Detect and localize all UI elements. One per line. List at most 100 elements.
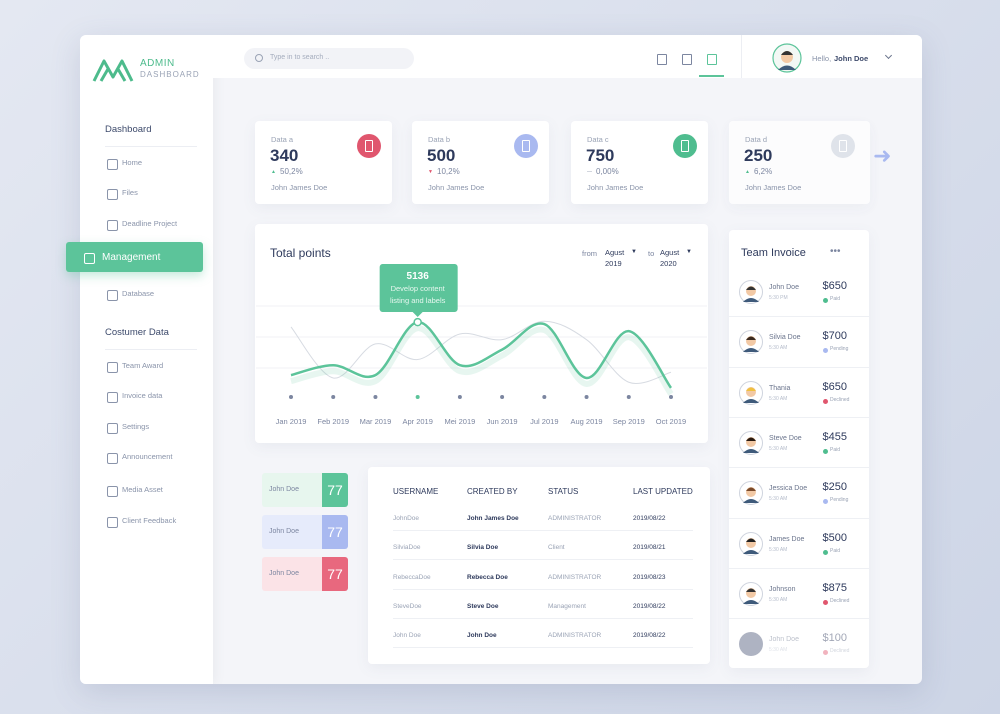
table-cell: 2019/08/22 [633, 632, 666, 640]
stat-label: Data a [271, 135, 294, 144]
mini-card-value: 77 [322, 473, 348, 507]
invoice-divider [729, 416, 869, 418]
mini-card [262, 557, 322, 591]
table-cell: Steve Doe [467, 602, 499, 610]
from-month[interactable]: Agust [605, 248, 625, 257]
invoice-divider [729, 316, 869, 318]
status-dot [823, 650, 828, 656]
nav-item[interactable]: Deadline Project [122, 219, 178, 228]
row-divider [393, 647, 693, 649]
to-month[interactable]: Agust [660, 248, 680, 257]
invoice-status: Declined [830, 597, 850, 604]
invoice-status: Paid [830, 296, 841, 302]
avatar-body [743, 599, 759, 604]
badge-icon [365, 140, 373, 152]
invoice-divider [729, 517, 869, 519]
nav-item[interactable]: Database [122, 289, 155, 298]
table-header: CREATED BY [467, 487, 518, 496]
nav-icon [107, 392, 118, 403]
table-cell: 2019/08/22 [633, 515, 666, 522]
table-cell: John Doe [467, 632, 497, 640]
caret: ▼ [686, 249, 692, 255]
stat-label: Data b [428, 135, 451, 144]
avatar-hair [746, 336, 756, 341]
badge-icon [522, 140, 530, 152]
nav-icon [107, 220, 118, 231]
nav-item[interactable]: Files [122, 188, 138, 197]
top-icon[interactable] [657, 54, 667, 65]
nav-item[interactable]: Client Feedback [122, 516, 177, 525]
nav-item[interactable]: Home [122, 158, 143, 167]
invoice-name: Johnson [769, 585, 796, 593]
invoice-time: 5:30 AM [769, 445, 788, 452]
user-avatar [772, 43, 802, 73]
table-cell: ADMINISTRATOR [548, 573, 602, 581]
avatar-body [743, 499, 759, 504]
invoice-time: 5:30 AM [769, 546, 788, 553]
nav-item[interactable]: Management [102, 252, 161, 263]
logo [92, 59, 134, 82]
nav-icon [107, 290, 118, 301]
invoice-avatar [739, 330, 763, 355]
nav-icon [107, 486, 118, 497]
invoice-avatar [739, 430, 763, 455]
avatar-hair [746, 437, 756, 441]
invoice-amount: $455 [822, 430, 847, 443]
nav-icon [107, 189, 118, 200]
nav-item[interactable]: Announcement [122, 452, 173, 461]
avatar-hair [746, 487, 756, 492]
table-cell: Management [548, 602, 586, 610]
row-divider [393, 559, 693, 561]
invoice-time: 5:30 PM [769, 295, 788, 301]
stat-badge [357, 134, 381, 158]
more-menu[interactable]: ••• [830, 246, 841, 257]
search-placeholder: Type in to search .. [270, 54, 330, 61]
avatar-body [743, 448, 759, 453]
nav-icon [107, 159, 118, 170]
row-divider [393, 588, 693, 590]
table-cell: ADMINISTRATOR [548, 515, 602, 522]
stat-label: Data c [587, 135, 609, 144]
table-cell: 2019/08/22 [633, 602, 666, 610]
nav-item[interactable]: Settings [122, 422, 150, 431]
invoice-divider [729, 567, 869, 569]
invoice-divider [729, 467, 869, 469]
invoice-title: Team Invoice [741, 247, 806, 259]
avatar-body [778, 65, 796, 70]
topbar-divider [741, 35, 742, 78]
stat-label: Data d [745, 135, 768, 144]
top-icon[interactable] [682, 54, 692, 65]
avatar-body [743, 348, 759, 353]
invoice-status: Pending [830, 497, 849, 504]
invoice-amount: $500 [822, 531, 847, 544]
invoice-divider [729, 366, 869, 368]
stat-name: John James Doe [587, 183, 644, 192]
row-divider [393, 617, 693, 619]
stat-value: 250 [744, 146, 773, 165]
mini-card-name: John Doe [269, 528, 299, 535]
avatar-hair [746, 538, 756, 542]
from-label: from [582, 249, 597, 258]
invoice-name: James Doe [769, 535, 805, 543]
invoice-avatar [739, 531, 763, 556]
nav-item[interactable]: Invoice data [122, 391, 163, 400]
nav-item[interactable]: Media Asset [122, 485, 163, 494]
invoice-time: 5:30 AM [769, 596, 788, 603]
next-arrow[interactable]: ➜ [873, 143, 892, 168]
search-box[interactable] [244, 48, 414, 69]
chart-title: Total points [270, 246, 331, 260]
nav-icon [107, 453, 118, 464]
status-dot [823, 348, 828, 354]
invoice-name: Silvia Doe [769, 334, 801, 342]
mini-card [262, 473, 322, 507]
logo-title: ADMIN [140, 58, 175, 69]
badge-icon [681, 140, 689, 152]
nav-item[interactable]: Team Award [122, 361, 164, 370]
invoice-name: Jessica Doe [769, 485, 808, 493]
table-cell: John James Doe [467, 515, 519, 522]
from-year: 2019 [605, 259, 622, 268]
status-dot [823, 549, 828, 555]
avatar-body [743, 298, 759, 302]
top-icon[interactable] [707, 54, 717, 65]
logo-subtitle: DASHBOARD [140, 70, 200, 79]
